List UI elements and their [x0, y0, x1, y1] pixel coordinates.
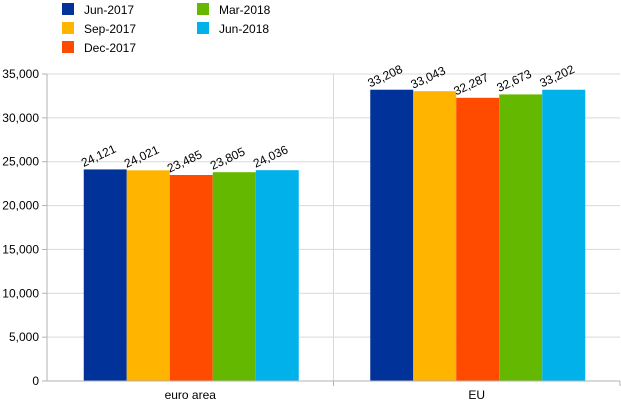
legend-label: Dec-2017: [84, 41, 136, 55]
legend-swatch: [197, 3, 209, 15]
y-tick-label: 5,000: [9, 330, 39, 344]
data-label: 33,208: [365, 62, 404, 90]
y-axis: 0 5,000 10,000 15,000 20,000 25,000 30,000 35,0…: [2, 67, 48, 388]
data-label: 33,202: [537, 62, 576, 90]
data-label: 23,805: [208, 144, 247, 172]
bar: [169, 175, 213, 381]
legend: Jun-2017 Sep-2017 Dec-2017 Mar-2018 Jun-2018: [62, 3, 271, 55]
data-label: 24,021: [122, 142, 161, 170]
x-axis: euro area EU: [47, 380, 621, 402]
data-label: 32,673: [494, 67, 533, 95]
data-label: 23,485: [165, 147, 204, 175]
legend-label: Sep-2017: [84, 22, 136, 36]
bar: [126, 170, 170, 381]
category-label: euro area: [165, 388, 217, 402]
legend-swatch: [62, 41, 74, 53]
bar: [413, 91, 457, 382]
category-label: EU: [468, 388, 485, 402]
bar: [499, 94, 543, 381]
bar: [542, 89, 586, 381]
bars: [83, 89, 586, 382]
bar: [456, 97, 500, 382]
bar: [370, 89, 414, 382]
bar: [212, 172, 256, 381]
legend-label: Jun-2018: [219, 22, 269, 36]
y-tick-label: 25,000: [2, 155, 39, 169]
legend-swatch: [62, 3, 74, 15]
legend-label: Jun-2017: [84, 3, 134, 17]
data-label: 33,043: [408, 63, 447, 91]
bar: [255, 170, 299, 381]
legend-label: Mar-2018: [219, 3, 271, 17]
y-tick-label: 10,000: [2, 286, 39, 300]
bar: [83, 169, 127, 381]
data-label: 24,036: [251, 142, 290, 170]
y-tick-label: 30,000: [2, 111, 39, 125]
legend-swatch: [197, 22, 209, 34]
legend-swatch: [62, 22, 74, 34]
y-tick-label: 15,000: [2, 242, 39, 256]
y-tick-label: 0: [32, 374, 39, 388]
y-tick-label: 35,000: [2, 67, 39, 81]
y-tick-label: 20,000: [2, 199, 39, 213]
data-label: 24,121: [79, 142, 118, 170]
